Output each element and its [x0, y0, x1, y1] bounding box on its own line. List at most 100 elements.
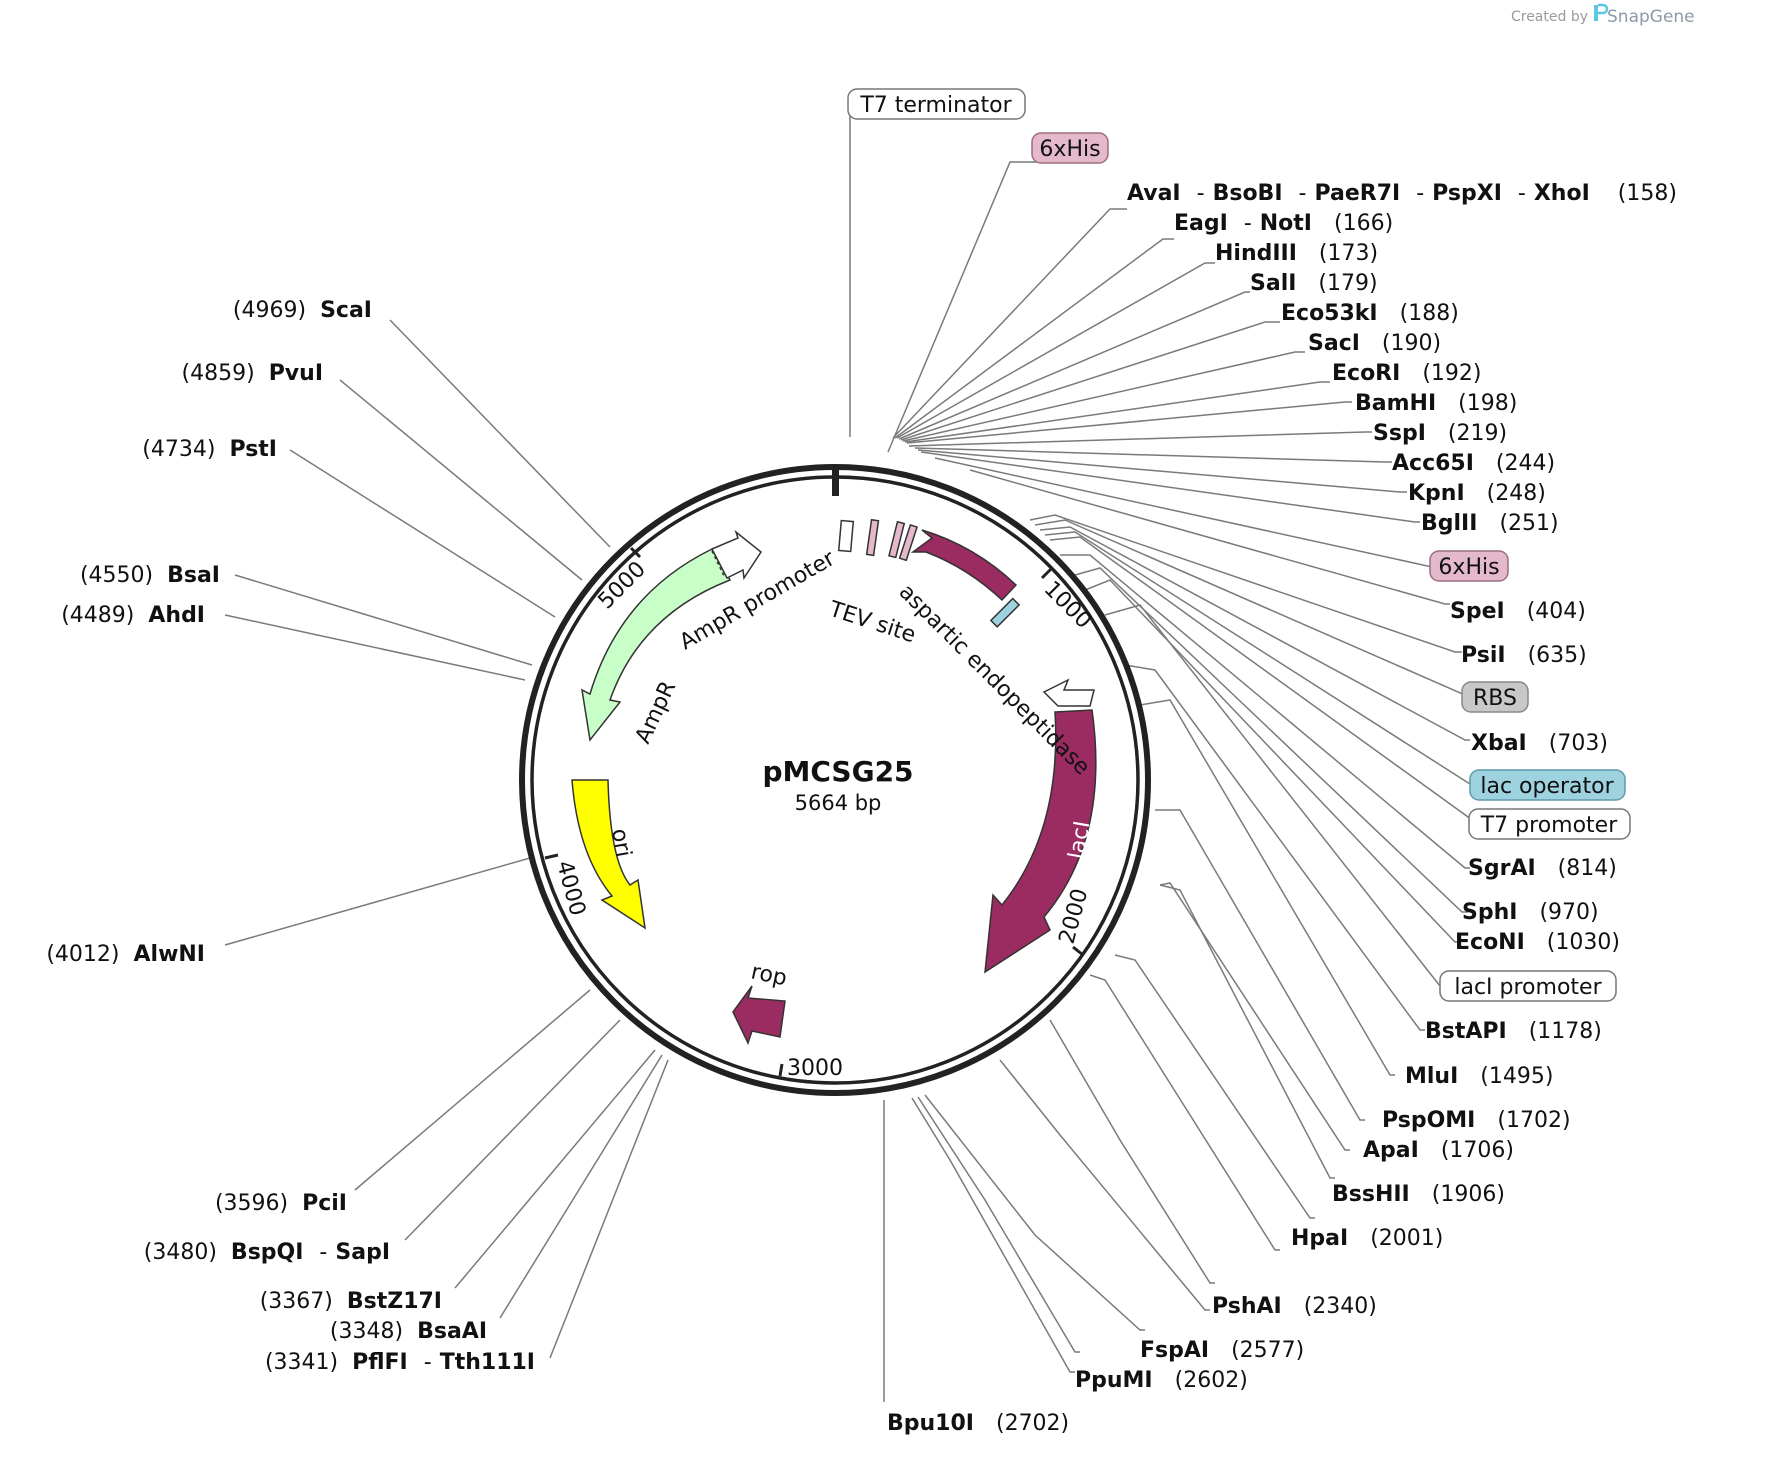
- svg-text:RBS: RBS: [1473, 686, 1517, 711]
- boxed-6xhis-right: 6xHis: [1429, 550, 1509, 582]
- line-ppum: [917, 1096, 1080, 1353]
- t7-terminator-mark: [837, 519, 855, 553]
- line-laci-promoter: [1104, 604, 1445, 987]
- plasmid-length: 5664 bp: [795, 791, 882, 815]
- site-ecori: EcoRI (192): [1332, 361, 1481, 386]
- svg-text:lacI promoter: lacI promoter: [1454, 975, 1602, 1000]
- site-ahd: (4489) AhdI: [61, 603, 205, 628]
- line-hpa: [1114, 954, 1315, 1219]
- site-bam: BamHI (198): [1355, 391, 1517, 416]
- line-hind: [896, 262, 1215, 439]
- line-bstz: [454, 1049, 656, 1289]
- site-bpu: Bpu10I (2702): [887, 1411, 1069, 1436]
- line-psi: [1029, 514, 1462, 653]
- line-acc: [914, 447, 1392, 463]
- line-xba: [1039, 526, 1470, 741]
- line-ppum2: [911, 1097, 1075, 1373]
- line-ssp: [908, 431, 1372, 447]
- line-bsa: [234, 574, 533, 666]
- tick-2000: [1072, 945, 1084, 957]
- laci-arrow: [984, 709, 1097, 974]
- boxed-6xhis-top: 6xHis: [1031, 132, 1109, 164]
- ampr-arrow: [581, 548, 732, 742]
- lac-operator-mark: [989, 597, 1021, 628]
- tick-label-3000: 3000: [787, 1056, 843, 1081]
- site-pspom: PspOMI (1702): [1382, 1108, 1571, 1133]
- line-kpn: [917, 449, 1407, 493]
- site-hpa: HpaI (2001): [1291, 1226, 1443, 1251]
- site-kpn: KpnI (248): [1408, 481, 1546, 506]
- tick-4000: [544, 853, 559, 860]
- site-bsshii: BssHII (1906): [1332, 1182, 1505, 1207]
- site-ssp: SspI (219): [1373, 421, 1507, 446]
- line-bspq: [404, 1019, 621, 1241]
- tick-marks: [544, 546, 1084, 1077]
- line-apa: [1159, 882, 1350, 1151]
- svg-text:6xHis: 6xHis: [1438, 555, 1499, 580]
- site-ava: AvaI - BsoBI - PaeR7I - PspXI - XhoI (158): [1127, 181, 1677, 206]
- line-bgl: [920, 451, 1420, 523]
- svg-text:T7 terminator: T7 terminator: [859, 93, 1012, 118]
- line-6xhis-top: [887, 161, 1040, 453]
- ampr-promoter-arrow: [710, 529, 763, 581]
- site-psha: PshAI (2340): [1212, 1294, 1377, 1319]
- tick-5000: [629, 546, 642, 559]
- line-ava: [892, 208, 1127, 439]
- line-alwn: [224, 857, 531, 946]
- tick-3000: [778, 1063, 784, 1077]
- line-spe: [969, 469, 1450, 605]
- boxed-t7-terminator: T7 terminator: [847, 88, 1026, 120]
- line-ecori: [904, 381, 1330, 443]
- laci-promoter-arrow: [1042, 678, 1095, 707]
- site-alwn: (4012) AlwNI: [46, 942, 205, 967]
- boxed-rbs: RBS: [1461, 681, 1529, 713]
- site-pvu: (4859) PvuI: [182, 361, 323, 386]
- site-bgl: BglII (251): [1421, 511, 1559, 536]
- line-psha: [1049, 1019, 1215, 1284]
- site-xba: XbaI (703): [1471, 731, 1608, 756]
- ampr-boundary-dotted: [711, 550, 726, 579]
- brand-text: SnapGene: [1607, 7, 1695, 27]
- line-eco53: [900, 321, 1280, 441]
- boxed-laci-promoter: lacI promoter: [1439, 970, 1617, 1002]
- line-pspom: [1155, 809, 1365, 1121]
- site-bsa: (4550) BsaI: [80, 563, 220, 588]
- line-sal: [898, 291, 1250, 440]
- line-fspa: [924, 1094, 1145, 1331]
- aspartic-endopeptidase-arrow: [910, 529, 1018, 602]
- leader-lines: [224, 114, 1480, 1402]
- ori-label: ori: [606, 827, 636, 860]
- site-sph: SphI (970): [1462, 900, 1599, 925]
- site-bstz: (3367) BstZ17I: [260, 1289, 442, 1314]
- line-pvu: [339, 379, 583, 581]
- line-psha2: [999, 1059, 1210, 1311]
- site-bsaa: (3348) BsaAI: [330, 1319, 487, 1344]
- boxed-lac-operator: lac operator: [1469, 769, 1626, 801]
- line-bsshii: [1159, 884, 1335, 1179]
- site-sca: (4969) ScaI: [233, 298, 372, 323]
- origin-marker: [832, 468, 839, 496]
- line-eag: [894, 238, 1174, 439]
- rop-arrow: [732, 985, 786, 1045]
- site-sgr: SgrAI (814): [1468, 856, 1617, 881]
- site-spe: SpeI (404): [1450, 599, 1586, 624]
- site-eag: EagI - NotI (166): [1174, 211, 1393, 236]
- site-sal: SalI (179): [1250, 271, 1378, 296]
- line-econ: [1084, 579, 1460, 943]
- line-t7-terminator: [849, 114, 855, 437]
- line-bam: [906, 401, 1352, 444]
- line-alt: [1089, 974, 1280, 1251]
- line-sca: [389, 319, 611, 548]
- site-eco53: Eco53kI (188): [1281, 301, 1459, 326]
- site-pst: (4734) PstI: [142, 437, 277, 462]
- site-pci: (3596) PciI: [215, 1191, 347, 1216]
- line-mlu: [1139, 699, 1395, 1076]
- tick-1000: [1040, 567, 1053, 580]
- line-bsaa: [499, 1054, 663, 1319]
- line-sph: [1074, 567, 1468, 913]
- line-pfl: [549, 1059, 669, 1359]
- site-bspq: (3480) BspQI - SapI: [144, 1240, 390, 1265]
- line-bstap: [1124, 664, 1425, 1031]
- line-pci: [354, 989, 591, 1191]
